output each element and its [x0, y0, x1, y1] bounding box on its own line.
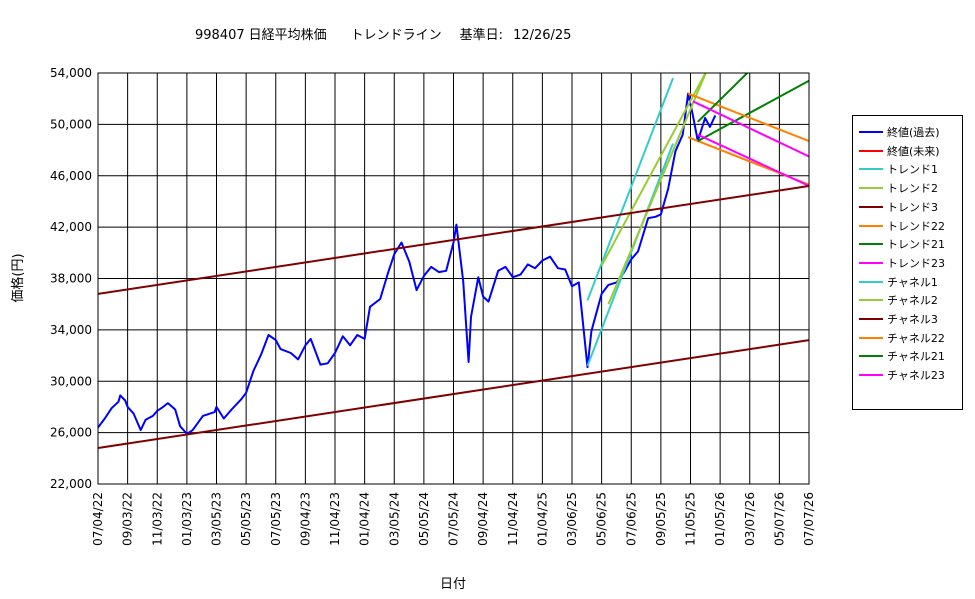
x-tick-label: 01/04/24 [358, 492, 372, 546]
x-tick-label: 07/06/25 [624, 492, 638, 546]
legend-swatch [859, 280, 883, 283]
y-axis-label: 価格(円) [10, 253, 26, 302]
legend-label: チャネル22 [887, 331, 945, 345]
x-tick-label: 09/05/25 [654, 492, 668, 546]
x-tick-label: 05/06/25 [595, 492, 609, 546]
x-tick-label: 07/04/22 [91, 492, 105, 546]
series-チャネル23 [692, 100, 809, 158]
x-tick-label: 11/04/24 [506, 492, 520, 546]
y-tick-label: 46,000 [50, 169, 92, 183]
legend-label: チャネル21 [887, 350, 945, 364]
legend-label: トレンド1 [887, 163, 938, 177]
y-tick-label: 54,000 [50, 66, 92, 80]
legend-swatch [859, 261, 883, 264]
series-チャネル2 [600, 73, 707, 267]
legend-swatch [859, 318, 883, 320]
legend-swatch [859, 374, 883, 377]
series-チャネル21 [697, 73, 749, 123]
x-tick-labels: 07/04/22 09/03/22 11/03/22 01/03/23 03/05/23… [91, 492, 816, 546]
x-tick-label: 05/07/26 [772, 492, 786, 546]
x-tick-label: 03/05/23 [210, 492, 224, 546]
x-axis-label: 日付 [440, 577, 466, 592]
legend-label: 終値(過去) [887, 126, 940, 139]
legend-swatch [859, 131, 883, 133]
title-base-label: 基準日: [459, 28, 504, 43]
series-トレンド3 [98, 339, 809, 449]
title-code: 998407 [195, 28, 245, 43]
y-tick-label: 30,000 [50, 374, 92, 388]
series-チャネル22 [687, 92, 809, 143]
legend-swatch [859, 149, 883, 152]
legend-label: トレンド2 [887, 182, 938, 196]
legend-label: チャネル2 [887, 294, 938, 308]
title-base-date: 12/26/25 [513, 28, 572, 43]
x-tick-label: 05/05/23 [239, 492, 253, 546]
x-tick-label: 11/05/25 [684, 492, 698, 546]
x-tick-label: 01/04/25 [535, 492, 549, 546]
chart-title: 998407 日経平均株価 トレンドライン 基準日: 12/26/25 [195, 24, 575, 43]
legend-label: チャネル23 [887, 369, 945, 383]
y-tick-label: 34,000 [50, 323, 92, 337]
legend-swatch [859, 355, 883, 358]
legend-swatch [859, 168, 883, 171]
x-tick-label: 05/05/24 [417, 492, 431, 546]
legend-swatch [859, 336, 883, 339]
series-トレンド2 [607, 73, 707, 305]
x-tick-label: 01/05/26 [713, 492, 727, 546]
x-tick-label: 01/03/23 [180, 492, 194, 546]
legend-label: トレンド21 [887, 238, 945, 252]
x-tick-label: 07/05/23 [269, 492, 283, 546]
plot-border [97, 72, 810, 485]
legend-swatch [859, 187, 883, 190]
legend-label: トレンド23 [887, 256, 945, 270]
legend-label: トレンド22 [887, 219, 945, 233]
series-チャネル1 [586, 77, 674, 301]
legend-swatch [859, 243, 883, 246]
chart-legend: 終値(過去) 終値(未来) トレンド1 トレンド2 トレンド3 トレンド22 トレンド21 ト… [852, 115, 963, 410]
series-トレンド23 [697, 133, 809, 187]
legend-label: チャネル3 [887, 313, 938, 326]
x-tick-label: 09/03/22 [121, 492, 135, 546]
legend-label: チャネル1 [887, 275, 938, 289]
x-tick-label: 07/05/24 [447, 492, 461, 546]
x-tick-label: 07/07/26 [802, 492, 816, 546]
legend-swatch [859, 205, 883, 208]
series-lines [98, 73, 809, 449]
series-終値(過去) [98, 92, 717, 435]
y-tick-label: 22,000 [50, 477, 92, 491]
x-tick-label: 11/04/23 [328, 492, 342, 546]
y-tick-labels: 22,000 26,000 30,000 34,000 38,000 42,000 46,0… [50, 66, 92, 491]
x-tick-label: 03/05/24 [387, 492, 401, 546]
y-tick-label: 50,000 [50, 117, 92, 131]
y-tick-label: 42,000 [50, 220, 92, 234]
legend-swatch [859, 224, 883, 227]
y-tick-label: 38,000 [50, 272, 92, 286]
x-tick-label: 03/07/26 [743, 492, 757, 546]
x-tick-label: 03/06/25 [565, 492, 579, 546]
title-subtitle: トレンドライン [350, 28, 442, 43]
series-チャネル3 [98, 185, 809, 295]
x-tick-label: 09/04/24 [476, 492, 490, 546]
title-name: 日経平均株価 [248, 28, 327, 43]
legend-swatch [859, 299, 883, 302]
legend-label: トレンド3 [887, 200, 938, 214]
legend-label: 終値(未来) [887, 144, 940, 158]
x-tick-label: 09/04/23 [298, 492, 312, 546]
x-tick-label: 11/03/22 [150, 492, 164, 546]
series-トレンド21 [697, 79, 809, 142]
y-tick-label: 26,000 [50, 426, 92, 440]
